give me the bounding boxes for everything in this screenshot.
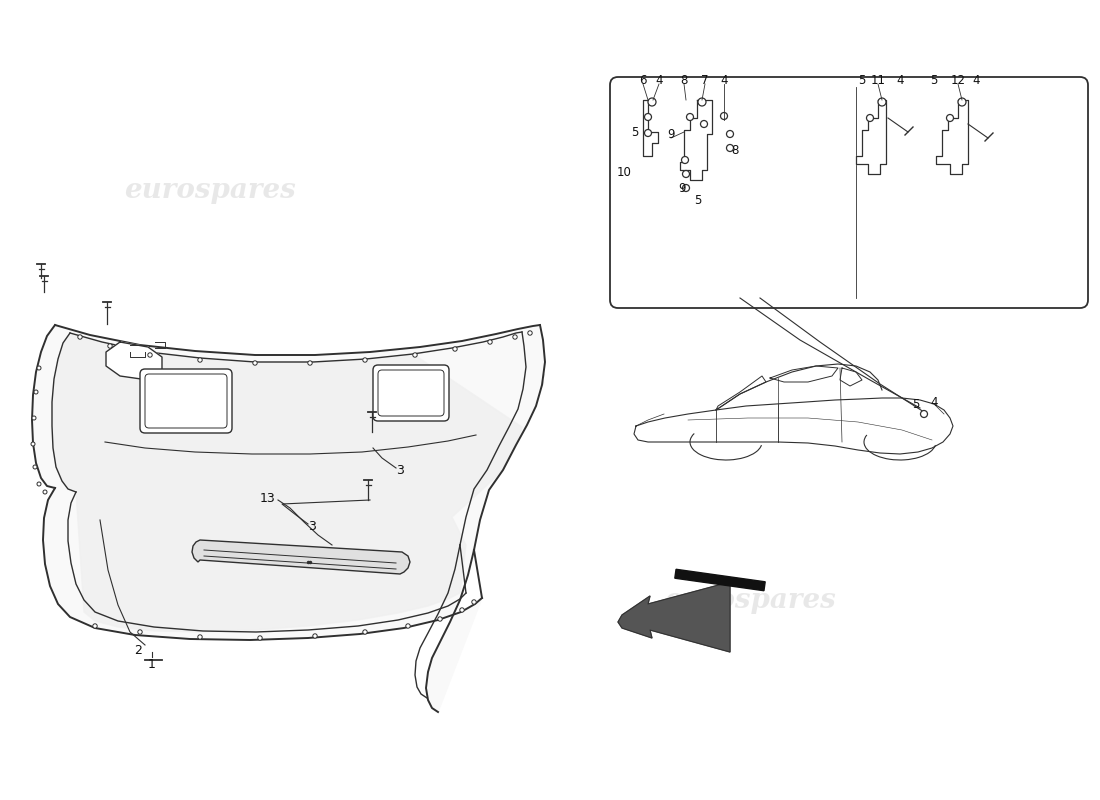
Circle shape	[108, 344, 112, 348]
Circle shape	[406, 624, 410, 628]
FancyBboxPatch shape	[145, 374, 227, 428]
Ellipse shape	[682, 170, 690, 178]
Circle shape	[438, 617, 442, 621]
Ellipse shape	[921, 410, 927, 418]
Polygon shape	[856, 100, 886, 174]
Circle shape	[78, 334, 82, 339]
Ellipse shape	[645, 114, 651, 121]
Text: 2: 2	[134, 643, 142, 657]
Circle shape	[147, 353, 152, 357]
Circle shape	[460, 608, 464, 612]
Text: 1: 1	[148, 658, 156, 671]
Ellipse shape	[648, 98, 656, 106]
Text: 11: 11	[870, 74, 886, 86]
Text: 3: 3	[308, 521, 316, 534]
FancyBboxPatch shape	[373, 365, 449, 421]
Text: 5: 5	[931, 74, 937, 86]
Text: 3: 3	[396, 463, 404, 477]
Ellipse shape	[682, 157, 689, 163]
Text: 5: 5	[858, 74, 866, 86]
FancyBboxPatch shape	[140, 369, 232, 433]
Text: eurospares: eurospares	[664, 586, 836, 614]
Text: 6: 6	[639, 74, 647, 86]
Polygon shape	[674, 570, 766, 590]
Text: 13: 13	[260, 491, 276, 505]
Polygon shape	[106, 342, 162, 380]
Text: 9: 9	[679, 182, 685, 194]
Text: 5: 5	[631, 126, 639, 138]
Circle shape	[363, 630, 367, 634]
Text: eurospares: eurospares	[124, 586, 296, 614]
Polygon shape	[192, 540, 410, 574]
Circle shape	[37, 482, 41, 486]
Text: 4: 4	[656, 74, 662, 86]
Text: eurospares: eurospares	[124, 177, 296, 203]
Polygon shape	[32, 325, 544, 712]
Circle shape	[312, 634, 317, 638]
Circle shape	[528, 331, 532, 335]
Circle shape	[412, 353, 417, 357]
Circle shape	[253, 361, 257, 365]
Text: 9: 9	[668, 127, 674, 141]
Ellipse shape	[867, 114, 873, 122]
Text: 5: 5	[912, 398, 920, 410]
Polygon shape	[644, 100, 658, 156]
Polygon shape	[680, 100, 712, 180]
Ellipse shape	[878, 98, 886, 106]
Circle shape	[487, 340, 492, 344]
Text: 8: 8	[680, 74, 688, 86]
Circle shape	[453, 346, 458, 351]
Ellipse shape	[958, 98, 966, 106]
Polygon shape	[52, 333, 522, 632]
Ellipse shape	[701, 121, 707, 127]
Circle shape	[33, 465, 37, 469]
FancyBboxPatch shape	[378, 370, 444, 416]
Circle shape	[198, 635, 202, 639]
Circle shape	[308, 361, 312, 365]
Circle shape	[472, 600, 476, 604]
Circle shape	[43, 490, 47, 494]
Text: eurospares: eurospares	[374, 366, 546, 394]
Ellipse shape	[720, 113, 727, 119]
Ellipse shape	[645, 130, 651, 137]
Circle shape	[34, 390, 39, 394]
Circle shape	[92, 624, 97, 628]
Polygon shape	[618, 582, 730, 652]
FancyBboxPatch shape	[610, 77, 1088, 308]
Ellipse shape	[682, 185, 690, 191]
Text: 4: 4	[972, 74, 980, 86]
Circle shape	[138, 630, 142, 634]
Circle shape	[257, 636, 262, 640]
Text: 4: 4	[720, 74, 728, 86]
Ellipse shape	[946, 114, 954, 122]
Polygon shape	[936, 100, 968, 174]
Ellipse shape	[726, 145, 734, 151]
Text: 4: 4	[931, 395, 937, 409]
Text: eurospares: eurospares	[664, 177, 836, 203]
Circle shape	[32, 416, 36, 420]
Ellipse shape	[686, 114, 693, 121]
Text: 4: 4	[896, 74, 904, 86]
Ellipse shape	[698, 98, 706, 106]
Circle shape	[31, 442, 35, 446]
Text: 5: 5	[694, 194, 702, 206]
Circle shape	[37, 366, 41, 370]
Ellipse shape	[726, 130, 734, 138]
Circle shape	[363, 358, 367, 362]
Circle shape	[198, 358, 202, 362]
Circle shape	[513, 334, 517, 339]
Text: 8: 8	[732, 143, 739, 157]
Text: 12: 12	[950, 74, 966, 86]
Text: 7: 7	[702, 74, 708, 86]
Text: 10: 10	[617, 166, 631, 178]
